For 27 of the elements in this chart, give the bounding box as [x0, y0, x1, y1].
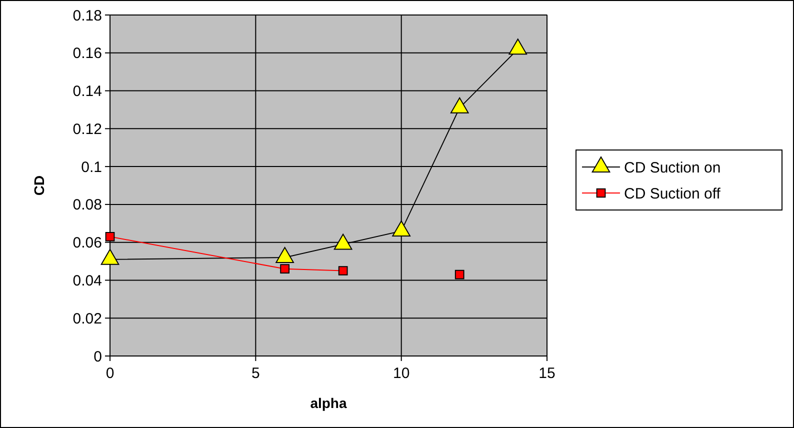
point — [276, 246, 294, 263]
x-axis-title: alpha — [310, 395, 347, 411]
y-tick-label: 0.12 — [72, 120, 102, 138]
x-tick-label: 5 — [251, 365, 260, 382]
point — [100, 248, 120, 265]
y-tick-label: 0.08 — [72, 196, 102, 214]
y-axis-title: CD — [31, 175, 47, 196]
y-tick-label: 0 — [94, 348, 102, 366]
y-tick-label: 0.02 — [72, 310, 102, 328]
y-tick-label: 0.18 — [72, 7, 102, 24]
legend-label: CD Suction on — [624, 159, 721, 176]
y-tick-label: 0.06 — [72, 234, 102, 252]
point — [392, 220, 410, 236]
y-tick-label: 0.14 — [72, 83, 102, 100]
point — [334, 234, 352, 250]
x-tick-label: 10 — [392, 365, 410, 382]
legend-label: CD Suction off — [624, 185, 722, 202]
x-tick-label: 0 — [106, 365, 114, 382]
y-tick-label: 0.1 — [81, 158, 102, 176]
point — [338, 266, 348, 276]
point — [454, 270, 464, 280]
point — [450, 97, 469, 114]
x-tick-label: 15 — [538, 365, 556, 382]
y-tick-label: 0.16 — [72, 45, 102, 62]
y-tick-label: 0.04 — [72, 272, 102, 290]
point — [280, 264, 290, 274]
point — [508, 38, 528, 55]
